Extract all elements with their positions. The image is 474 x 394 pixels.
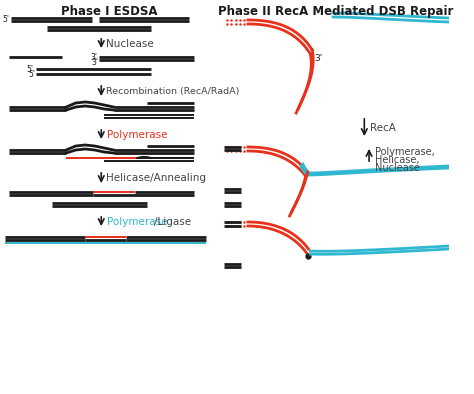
Text: /Ligase: /Ligase (154, 217, 191, 227)
Text: Polymerase,: Polymerase, (375, 147, 435, 157)
Text: RecA: RecA (370, 123, 396, 132)
Text: Helicase,: Helicase, (375, 155, 419, 165)
Text: Phase II RecA Mediated DSB Repair: Phase II RecA Mediated DSB Repair (218, 5, 454, 18)
Text: Phase I ESDSA: Phase I ESDSA (61, 5, 157, 18)
Text: Helicase/Annealing: Helicase/Annealing (106, 173, 206, 183)
Text: Polymerase: Polymerase (107, 217, 167, 227)
Text: 5': 5' (28, 69, 36, 78)
Text: 5': 5' (3, 15, 10, 24)
Text: Nuclease: Nuclease (375, 163, 419, 173)
Text: 3': 3' (91, 52, 98, 61)
Text: Polymerase: Polymerase (107, 130, 167, 140)
Text: 3': 3' (314, 54, 322, 63)
Text: Nuclease: Nuclease (106, 39, 154, 48)
Text: 3': 3' (92, 58, 99, 67)
Text: Recombination (RecA/RadA): Recombination (RecA/RadA) (106, 87, 239, 95)
Text: 5': 5' (27, 65, 34, 74)
